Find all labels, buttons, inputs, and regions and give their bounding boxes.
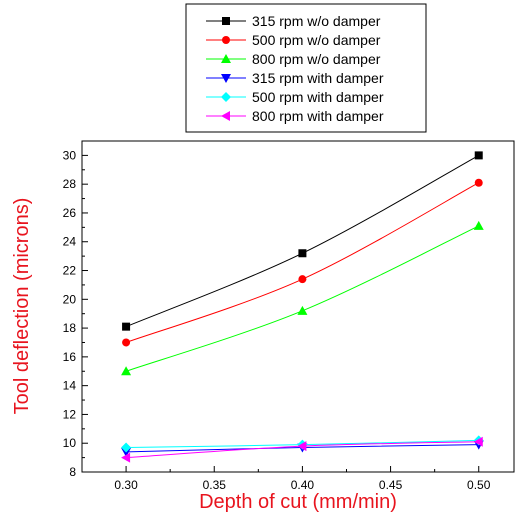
x-tick-label: 0.50 — [467, 478, 491, 492]
y-tick-label: 18 — [63, 321, 77, 335]
data-point — [121, 366, 132, 376]
legend-label: 315 rpm with damper — [252, 70, 384, 86]
legend-marker — [221, 92, 231, 102]
data-point — [297, 305, 308, 315]
y-tick-label: 14 — [63, 379, 77, 393]
x-tick-label: 0.30 — [114, 478, 138, 492]
series-line — [125, 154, 479, 328]
legend-label: 800 rpm w/o damper — [252, 51, 381, 67]
y-axis: 8 10 12 14 16 18 20 22 24 26 28 30 — [63, 140, 88, 479]
data-point — [473, 436, 483, 447]
legend-item: 500 rpm w/o damper — [206, 32, 381, 48]
legend-marker — [222, 36, 230, 44]
x-tick-label: 0.35 — [203, 478, 227, 492]
legend-marker — [221, 111, 230, 121]
legend-marker — [221, 74, 231, 83]
legend-item: 800 rpm w/o damper — [206, 51, 381, 67]
legend-label: 500 rpm with damper — [252, 89, 384, 105]
series-2 — [122, 178, 483, 347]
y-tick-label: 26 — [63, 206, 77, 220]
data-point — [122, 338, 131, 347]
y-axis-title: Tool deflection (microns) — [11, 198, 33, 415]
y-tick-label: 12 — [63, 407, 77, 421]
data-point — [474, 178, 483, 187]
data-point — [121, 452, 131, 463]
data-point — [122, 322, 131, 331]
data-point — [121, 442, 132, 453]
x-axis: 0.30 0.35 0.40 0.45 0.50 — [114, 466, 491, 492]
series-1 — [122, 151, 483, 331]
series-layer — [121, 151, 484, 463]
data-point — [298, 275, 307, 284]
series-line — [125, 182, 479, 343]
x-tick-label: 0.45 — [379, 478, 403, 492]
data-point — [473, 220, 484, 230]
legend: 315 rpm w/o damper 500 rpm w/o damper 800 … — [185, 3, 427, 133]
data-point — [474, 151, 483, 160]
legend-box — [185, 3, 427, 133]
legend-label: 800 rpm with damper — [252, 108, 384, 124]
legend-marker — [222, 17, 230, 25]
legend-item: 315 rpm with damper — [206, 70, 384, 86]
legend-label: 315 rpm w/o damper — [252, 13, 381, 29]
y-tick-label: 10 — [63, 436, 77, 450]
legend-marker — [221, 54, 231, 63]
legend-item: 800 rpm with damper — [206, 108, 384, 124]
plot-frame — [81, 140, 515, 473]
x-tick-label: 0.40 — [291, 478, 315, 492]
legend-item: 315 rpm w/o damper — [206, 13, 381, 29]
y-tick-label: 22 — [63, 264, 77, 278]
y-tick-label: 30 — [63, 148, 77, 162]
series-line — [125, 225, 479, 372]
data-point — [297, 441, 307, 452]
x-axis-title: Depth of cut (mm/min) — [199, 491, 397, 513]
series-6 — [121, 436, 483, 463]
data-point — [298, 249, 307, 258]
y-tick-label: 24 — [63, 235, 77, 249]
y-tick-label: 20 — [63, 292, 77, 306]
legend-label: 500 rpm w/o damper — [252, 32, 381, 48]
y-tick-label: 8 — [69, 465, 76, 479]
legend-item: 500 rpm with damper — [206, 89, 384, 105]
series-3 — [121, 220, 484, 376]
y-tick-label: 28 — [63, 177, 77, 191]
y-tick-label: 16 — [63, 350, 77, 364]
